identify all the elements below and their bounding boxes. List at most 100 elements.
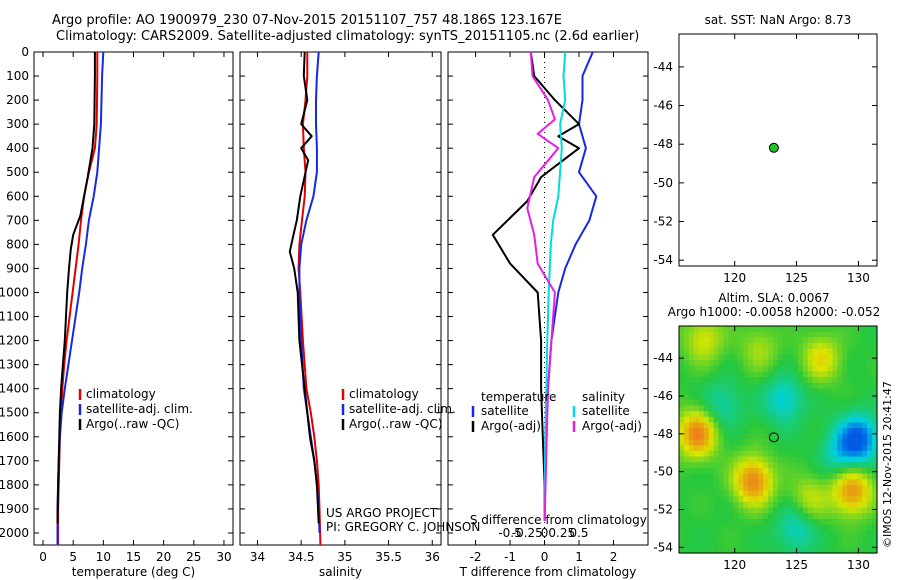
sla-cell: [683, 433, 690, 441]
sla-cell: [847, 507, 853, 514]
sla-cell: [723, 507, 730, 514]
sla-cell: [847, 405, 853, 412]
sla-cell: [683, 541, 690, 548]
sla-cell: [703, 399, 710, 407]
sla-cell: [792, 331, 799, 338]
sla-cell: [698, 484, 705, 492]
sla-cell: [782, 433, 789, 441]
sla-cell: [758, 439, 764, 446]
sla-cell: [679, 343, 685, 350]
sla-cell: [718, 467, 725, 475]
sla-cell: [827, 496, 834, 503]
sla-cell: [723, 371, 730, 378]
sla-cell: [837, 399, 843, 407]
sla-cell: [862, 462, 868, 469]
sla-cell: [847, 456, 853, 463]
sla-cell: [713, 371, 720, 378]
sla-cell: [763, 416, 769, 424]
sla-cell: [807, 530, 814, 537]
sla-cell: [802, 501, 809, 509]
sla-cell: [792, 541, 799, 548]
sla-cell: [713, 399, 720, 407]
sla-cell: [787, 513, 794, 520]
sla-cell: [837, 394, 843, 401]
sla-cell: [837, 382, 843, 390]
sla-cell: [708, 490, 715, 497]
sla-cell: [832, 326, 838, 333]
sla-cell: [807, 382, 814, 390]
sla-cell: [782, 507, 789, 514]
sla-cell: [827, 450, 834, 458]
sla-cell: [688, 399, 695, 407]
sla-cell: [812, 422, 819, 429]
sla-cell: [787, 411, 794, 418]
sla-cell: [748, 484, 754, 492]
sla-cell: [847, 496, 853, 503]
sla-cell: [703, 405, 710, 412]
sla-cell: [738, 354, 744, 361]
sla-cell: [758, 496, 764, 503]
sla-cell: [753, 377, 759, 384]
sla-cell: [862, 456, 868, 463]
sla-cell: [748, 518, 754, 526]
sla-cell: [872, 507, 878, 514]
sla-cell: [728, 541, 735, 548]
sla-cell: [862, 473, 868, 480]
sla-cell: [733, 331, 739, 338]
sla-cell: [807, 524, 814, 531]
sla-cell: [688, 394, 695, 401]
sla-cell: [743, 377, 749, 384]
temperature-profile-xtick-label: 5: [69, 550, 77, 564]
sla-cell: [862, 377, 868, 384]
sla-cell: [852, 547, 858, 554]
sla-cell: [738, 394, 744, 401]
sla-cell: [763, 360, 769, 367]
sla-cell: [723, 462, 730, 469]
sla-cell: [787, 547, 794, 554]
sla-cell: [832, 348, 838, 355]
sla-cell: [683, 490, 690, 497]
sla-cell: [822, 473, 829, 480]
sla-cell: [683, 530, 690, 537]
sla-cell: [827, 433, 834, 441]
sla-cell: [797, 343, 804, 350]
sla-cell: [698, 394, 705, 401]
sla-cell: [817, 462, 824, 469]
diff-legend-label: satellite: [582, 404, 630, 418]
sla-cell: [733, 337, 739, 344]
sla-cell: [679, 371, 685, 378]
sla-cell: [698, 411, 705, 418]
sla-cell: [763, 490, 769, 497]
sla-cell: [728, 479, 735, 486]
sla-cell: [842, 479, 848, 486]
sla-cell: [872, 348, 878, 355]
sla-cell: [787, 507, 794, 514]
sla-cell: [852, 331, 858, 338]
sla-cell: [773, 422, 779, 429]
sla-cell: [698, 405, 705, 412]
temperature-profile-xtick-label: 10: [96, 550, 111, 564]
sla-cell: [718, 507, 725, 514]
sla-cell: [679, 388, 685, 395]
sla-cell: [763, 354, 769, 361]
sla-cell: [872, 501, 878, 509]
sla-cell: [867, 365, 873, 372]
sla-cell: [693, 524, 700, 531]
sla-cell: [753, 530, 759, 537]
sla-cell: [797, 326, 804, 333]
sla-cell: [768, 501, 774, 509]
sla-cell: [842, 337, 848, 344]
depth-tick-label: 1600: [0, 430, 29, 444]
sla-cell: [837, 405, 843, 412]
sla-cell: [797, 371, 804, 378]
sla-cell: [787, 422, 794, 429]
sla-cell: [822, 530, 829, 537]
sla-cell: [862, 467, 868, 475]
sla-cell: [862, 365, 868, 372]
sla-cell: [782, 354, 789, 361]
sla-cell: [713, 365, 720, 372]
sla-cell: [733, 513, 739, 520]
sla-cell: [723, 467, 730, 475]
sla-cell: [847, 513, 853, 520]
sla-cell: [708, 326, 715, 333]
